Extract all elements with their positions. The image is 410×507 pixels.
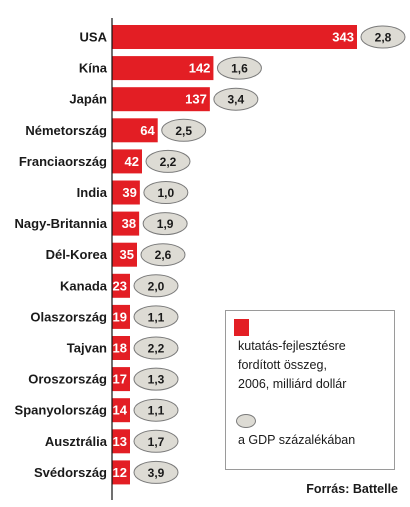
gdp-label: 1,7 [148,435,165,449]
gdp-label: 3,9 [148,466,165,480]
value-label: 42 [125,154,139,169]
bar [112,87,210,112]
gdp-label: 1,6 [231,62,248,76]
gdp-marker [133,398,179,422]
bar [112,211,140,236]
gdp-label: 1,9 [157,217,174,231]
category-label: Kína [79,61,108,76]
category-label: Japán [69,92,107,107]
gdp-marker [360,25,406,49]
bar [112,242,137,267]
category-label: Olaszország [30,309,107,324]
category-label: Ausztrália [45,434,108,449]
legend-label-spending: kutatás-fejlesztésre fordított összeg, 2… [238,337,393,394]
gdp-label: 3,4 [228,93,245,107]
category-label: Svédország [34,465,107,480]
gdp-marker [161,118,207,142]
category-label: Oroszország [28,372,107,387]
value-label: 19 [113,309,127,324]
value-label: 18 [113,341,127,356]
bar [112,398,130,423]
bar [112,304,130,329]
bar [112,180,140,205]
value-label: 38 [122,216,136,231]
bar [112,460,130,485]
value-label: 12 [113,465,127,480]
gdp-label: 1,3 [148,373,165,387]
value-label: 17 [113,372,127,387]
value-label: 23 [113,278,127,293]
bar [112,149,142,174]
legend-swatch-gdp [236,414,256,428]
value-label: 64 [140,123,155,138]
gdp-label: 1,1 [148,310,165,324]
gdp-label: 2,6 [155,248,172,262]
legend-line-1: kutatás-fejlesztésre [238,339,346,353]
bar [112,367,130,392]
gdp-marker [216,56,262,80]
bar [112,118,158,143]
gdp-marker [133,367,179,391]
value-label: 39 [122,185,136,200]
legend-swatch-spending [234,319,249,336]
gdp-label: 2,5 [175,124,192,138]
gdp-marker [142,212,188,236]
value-label: 137 [185,92,207,107]
category-label: Nagy-Britannia [15,216,108,231]
legend-line-2: fordított összeg, [238,358,327,372]
legend-label-gdp: a GDP százalékában [238,433,356,447]
value-label: 343 [332,30,354,45]
gdp-label: 2,2 [148,342,165,356]
gdp-marker [140,243,186,267]
gdp-label: 1,1 [148,404,165,418]
category-label: Spanyolország [15,403,108,418]
value-label: 14 [113,403,128,418]
gdp-marker [145,149,191,173]
value-label: 13 [113,434,127,449]
value-label: 142 [189,61,211,76]
value-label: 35 [120,247,134,262]
category-label: USA [80,30,108,45]
bar [112,273,130,298]
category-label: Dél-Korea [46,247,108,262]
source-note: Forrás: Battelle [306,482,398,496]
legend-line-3: 2006, milliárd dollár [238,377,347,391]
category-label: India [77,185,108,200]
category-label: Kanada [60,278,108,293]
legend: kutatás-fejlesztésre fordított összeg, 2… [225,310,395,470]
gdp-marker [133,274,179,298]
gdp-marker [143,181,189,204]
gdp-marker [133,336,179,360]
gdp-marker [133,305,179,329]
gdp-label: 2,8 [375,31,392,45]
bar [112,56,214,81]
category-label: Tajvan [67,341,107,356]
category-label: Franciaország [19,154,107,169]
gdp-label: 2,2 [160,155,177,169]
category-label: Németország [25,123,107,138]
gdp-marker [213,87,259,111]
gdp-label: 2,0 [148,279,165,293]
bar [112,336,130,360]
bar [112,429,130,454]
gdp-marker [133,429,179,453]
gdp-marker [133,460,179,484]
gdp-label: 1,0 [158,186,175,200]
bar [112,25,357,49]
